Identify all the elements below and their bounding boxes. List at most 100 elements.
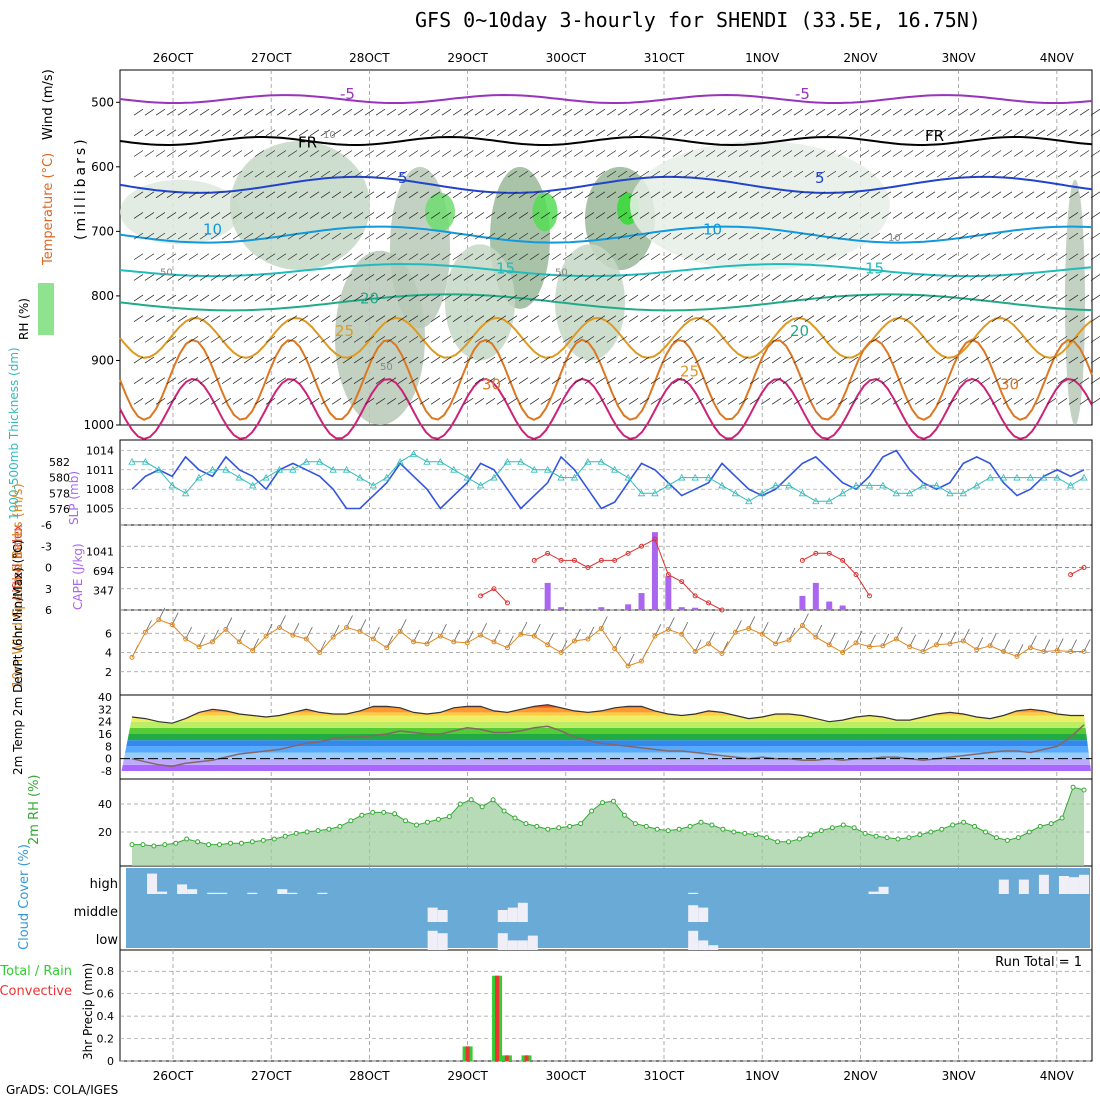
wind-barb — [452, 398, 463, 405]
wind-barb — [782, 377, 793, 384]
wind-barb — [364, 129, 375, 137]
wind-barb — [859, 150, 870, 157]
cloud-bar — [878, 886, 889, 894]
wind-barb — [540, 398, 551, 405]
wind-barb — [936, 253, 947, 261]
wind-barb — [1068, 108, 1079, 116]
wind-speed-marker — [384, 645, 390, 651]
wind-barb — [1002, 129, 1013, 137]
wind-barb — [155, 315, 166, 323]
wind-barb — [441, 398, 452, 405]
rh-tick-label: 40 — [98, 798, 112, 811]
wind-barb — [716, 212, 727, 219]
thickness-marker — [584, 457, 592, 465]
wind-barb — [529, 336, 540, 343]
wind-barb — [639, 336, 650, 343]
rh-shade — [630, 141, 890, 271]
wind-barb — [848, 274, 859, 281]
wind-barb — [188, 377, 199, 384]
wind-barb — [881, 108, 892, 116]
wind-barb — [375, 294, 386, 302]
cloud-bar — [517, 940, 528, 950]
wind-barb — [738, 356, 749, 364]
wind-barb — [683, 398, 694, 405]
wind-barb — [144, 315, 155, 323]
wind-barb — [144, 253, 155, 261]
wind-barb — [969, 212, 980, 219]
wind-barb — [870, 170, 881, 178]
wind-speed-line — [131, 619, 1084, 667]
wind-barb — [518, 336, 529, 343]
wind-barb — [705, 294, 716, 302]
wind-barb — [892, 398, 903, 405]
date-tick-label: 2NOV — [843, 51, 878, 65]
li-tick-label: 3 — [45, 583, 52, 596]
wind-barb — [947, 108, 958, 116]
wind-speed-marker — [558, 650, 564, 655]
wind-speed-marker — [1027, 645, 1033, 651]
wind-barb — [606, 377, 617, 384]
wind-barb — [474, 191, 485, 199]
wind-barb — [1035, 398, 1046, 405]
wind-barb — [331, 294, 342, 302]
thickness-axis-label: 1000-500mb Thickness (dm) — [7, 347, 21, 520]
panel-frame — [119, 949, 1093, 1062]
wind-barb — [177, 294, 188, 302]
wind-barb — [1024, 356, 1035, 364]
wind-barb — [804, 170, 815, 178]
wind-barb — [133, 253, 144, 261]
lifted-index-marker — [840, 557, 846, 563]
wind-barb — [474, 170, 485, 178]
wind-barb — [188, 150, 199, 157]
rh-marker — [873, 833, 879, 839]
contour-label: -5 — [340, 85, 355, 103]
wind-barb — [848, 315, 859, 323]
wind-barb — [1013, 253, 1024, 261]
wind-barb — [837, 356, 848, 364]
wind-barb — [914, 212, 925, 219]
wind-barb — [177, 315, 188, 323]
wind-barb — [408, 232, 419, 240]
wind-barb — [375, 232, 386, 240]
wind-barb — [771, 377, 782, 384]
wind-barb — [584, 232, 595, 240]
contour-label: 25 — [335, 322, 354, 340]
rh-marker — [665, 828, 671, 834]
wind-barb — [276, 212, 287, 219]
wind-barb — [617, 336, 628, 343]
wind-speed-marker — [840, 650, 846, 655]
rh-marker — [217, 842, 223, 848]
wind-barb — [364, 315, 375, 323]
wind-barb — [914, 129, 925, 137]
wind-barb — [342, 150, 353, 157]
wind-barb — [903, 356, 914, 364]
wind-barb — [958, 129, 969, 137]
wind-barb — [584, 170, 595, 178]
wind-barb — [188, 191, 199, 199]
cloud-bar — [1068, 877, 1079, 894]
lifted-index-marker — [799, 557, 805, 563]
wind-barb — [309, 356, 320, 364]
wind-barb — [892, 191, 903, 199]
wind-barb — [441, 108, 452, 116]
thickness-tick-label: 576 — [49, 503, 70, 516]
wind-barb — [892, 129, 903, 137]
wind-barb — [639, 294, 650, 302]
wind-barb — [980, 191, 991, 199]
wind-barb — [628, 232, 639, 240]
temp-tick-label: -8 — [101, 765, 112, 778]
cloud-bar — [187, 889, 198, 894]
wind-barb — [496, 129, 507, 137]
wind-barb — [936, 356, 947, 364]
wind-barb — [947, 212, 958, 219]
wind-speed-marker — [411, 639, 417, 645]
rh-marker — [479, 804, 485, 810]
wind-barb — [507, 150, 518, 157]
wind-speed-marker — [639, 658, 645, 664]
wind-barb — [694, 398, 705, 405]
wind-barb — [782, 274, 793, 281]
wind-barb — [782, 398, 793, 405]
wind-barb — [364, 108, 375, 116]
wind-barb — [1057, 398, 1068, 405]
lifted-index-marker — [504, 600, 510, 606]
